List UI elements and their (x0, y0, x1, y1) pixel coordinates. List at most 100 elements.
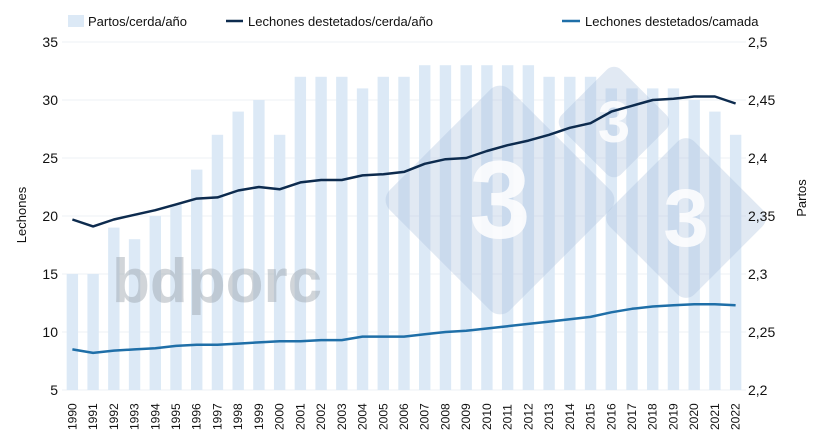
x-tick-label: 1997 (210, 403, 224, 430)
right-tick-label: 2,25 (748, 324, 775, 340)
bar-partos-2002 (315, 76, 327, 391)
x-tick-label: 2022 (729, 403, 743, 430)
x-tick-label: 2012 (521, 403, 535, 430)
x-tick-label: 1998 (231, 403, 245, 430)
right-tick-label: 2,3 (748, 266, 768, 282)
x-tick-label: 1991 (86, 403, 100, 430)
x-tick-label: 2001 (293, 403, 307, 430)
left-tick-label: 15 (42, 266, 58, 282)
bar-partos-2007 (419, 65, 431, 390)
x-tick-label: 2011 (501, 404, 515, 430)
x-axis-ticks: 1990 1991 1992 1993 1994 1995 1996 1997 1998 1999… (65, 403, 742, 430)
right-tick-label: 2,4 (748, 150, 768, 166)
bar-partos-2022 (729, 134, 742, 390)
right-axis-ticks: 2,2 2,25 2,3 2,35 2,4 2,45 2,5 (748, 34, 775, 398)
legend-label-partos: Partos/cerda/año (88, 14, 187, 29)
x-tick-label: 2013 (542, 403, 556, 430)
x-tick-label: 2000 (273, 403, 287, 430)
right-tick-label: 2,35 (748, 208, 775, 224)
left-tick-label: 10 (42, 324, 58, 340)
x-tick-label: 2009 (459, 403, 473, 430)
right-tick-label: 2,2 (748, 382, 768, 398)
right-tick-label: 2,45 (748, 92, 775, 108)
x-tick-label: 2004 (356, 403, 370, 430)
x-tick-label: 2010 (480, 403, 494, 430)
bar-partos-2006 (398, 76, 410, 391)
bar-partos-2018 (647, 88, 659, 391)
x-tick-label: 1994 (148, 403, 162, 430)
line-series (72, 95, 737, 355)
watermark-badge-medium: 3 (606, 138, 766, 298)
x-tick-label: 2014 (563, 403, 577, 430)
x-tick-label: 2008 (438, 403, 452, 430)
bar-partos-2010 (481, 65, 493, 390)
watermark-badge-small-text: 3 (598, 90, 630, 155)
x-tick-label: 2019 (666, 403, 680, 430)
watermark-logo: bdporc (112, 247, 322, 316)
bar-partos-2008 (439, 65, 452, 390)
bar-partos-2004 (356, 88, 369, 391)
bar-partos-2017 (626, 88, 638, 391)
watermark: 3 3 3 bdporc (112, 66, 766, 316)
bar-partos-2001 (294, 76, 307, 391)
bar-partos-2003 (336, 76, 348, 391)
watermark-badge-large: 3 (385, 85, 615, 315)
x-tick-label: 1990 (65, 403, 79, 430)
x-tick-label: 2018 (646, 403, 660, 430)
x-tick-label: 2007 (418, 403, 432, 430)
watermark-badge-small: 3 (558, 66, 670, 178)
x-tick-label: 2015 (584, 403, 598, 430)
bar-partos-2009 (460, 65, 472, 390)
x-tick-label: 2021 (708, 403, 722, 430)
x-tick-label: 2005 (376, 403, 390, 430)
bar-partos-2013 (543, 76, 555, 391)
bar-partos-2015 (584, 76, 597, 391)
bar-partos-1993 (128, 239, 141, 390)
x-tick-label: 1993 (128, 403, 142, 430)
x-tick-label: 1995 (169, 403, 183, 430)
x-tick-label: 2017 (625, 403, 639, 430)
bar-partos-2016 (605, 88, 617, 391)
bar-partos-1990 (66, 274, 79, 390)
bar-partos-2012 (522, 65, 535, 390)
bar-series (66, 65, 742, 391)
right-axis-title: Partos (794, 179, 809, 217)
left-tick-label: 5 (50, 382, 58, 398)
x-tick-label: 1996 (190, 403, 204, 430)
legend-label-lechones-camada: Lechones destetados/camada (585, 14, 759, 29)
bar-partos-1998 (232, 111, 244, 390)
bar-partos-2021 (709, 111, 721, 390)
bar-partos-1996 (191, 169, 203, 390)
bar-partos-1994 (149, 216, 161, 390)
legend-item-lechones-camada: Lechones destetados/camada (562, 14, 759, 29)
x-tick-label: 2020 (687, 403, 701, 430)
bar-partos-2020 (688, 100, 700, 390)
bar-partos-1992 (108, 227, 120, 390)
x-tick-label: 1992 (107, 403, 121, 430)
x-tick-label: 1999 (252, 403, 266, 430)
x-tick-label: 2002 (314, 403, 328, 430)
bar-partos-2019 (667, 88, 680, 391)
right-tick-label: 2,5 (748, 34, 768, 50)
bar-partos-1991 (87, 274, 99, 390)
legend-item-partos: Partos/cerda/año (68, 14, 187, 29)
left-axis-title: Lechones (14, 186, 29, 243)
watermark-badge-large-text: 3 (469, 139, 530, 262)
x-tick-label: 2003 (335, 403, 349, 430)
bar-partos-2011 (501, 65, 514, 390)
bar-partos-2005 (377, 76, 389, 391)
legend-label-lechones-cerda: Lechones destetados/cerda/año (248, 14, 433, 29)
bar-partos-1999 (253, 100, 265, 390)
legend-item-lechones-cerda: Lechones destetados/cerda/año (226, 14, 433, 29)
bar-partos-1995 (170, 204, 182, 390)
left-tick-label: 30 (42, 92, 58, 108)
left-tick-label: 25 (42, 150, 58, 166)
bar-partos-1997 (211, 134, 224, 390)
left-tick-label: 20 (42, 208, 58, 224)
bar-partos-2014 (564, 76, 576, 391)
legend: Partos/cerda/año Lechones destetados/cer… (68, 14, 759, 29)
bar-partos-2000 (273, 134, 286, 390)
legend-swatch-partos (68, 15, 84, 27)
x-tick-label: 2016 (604, 403, 618, 430)
